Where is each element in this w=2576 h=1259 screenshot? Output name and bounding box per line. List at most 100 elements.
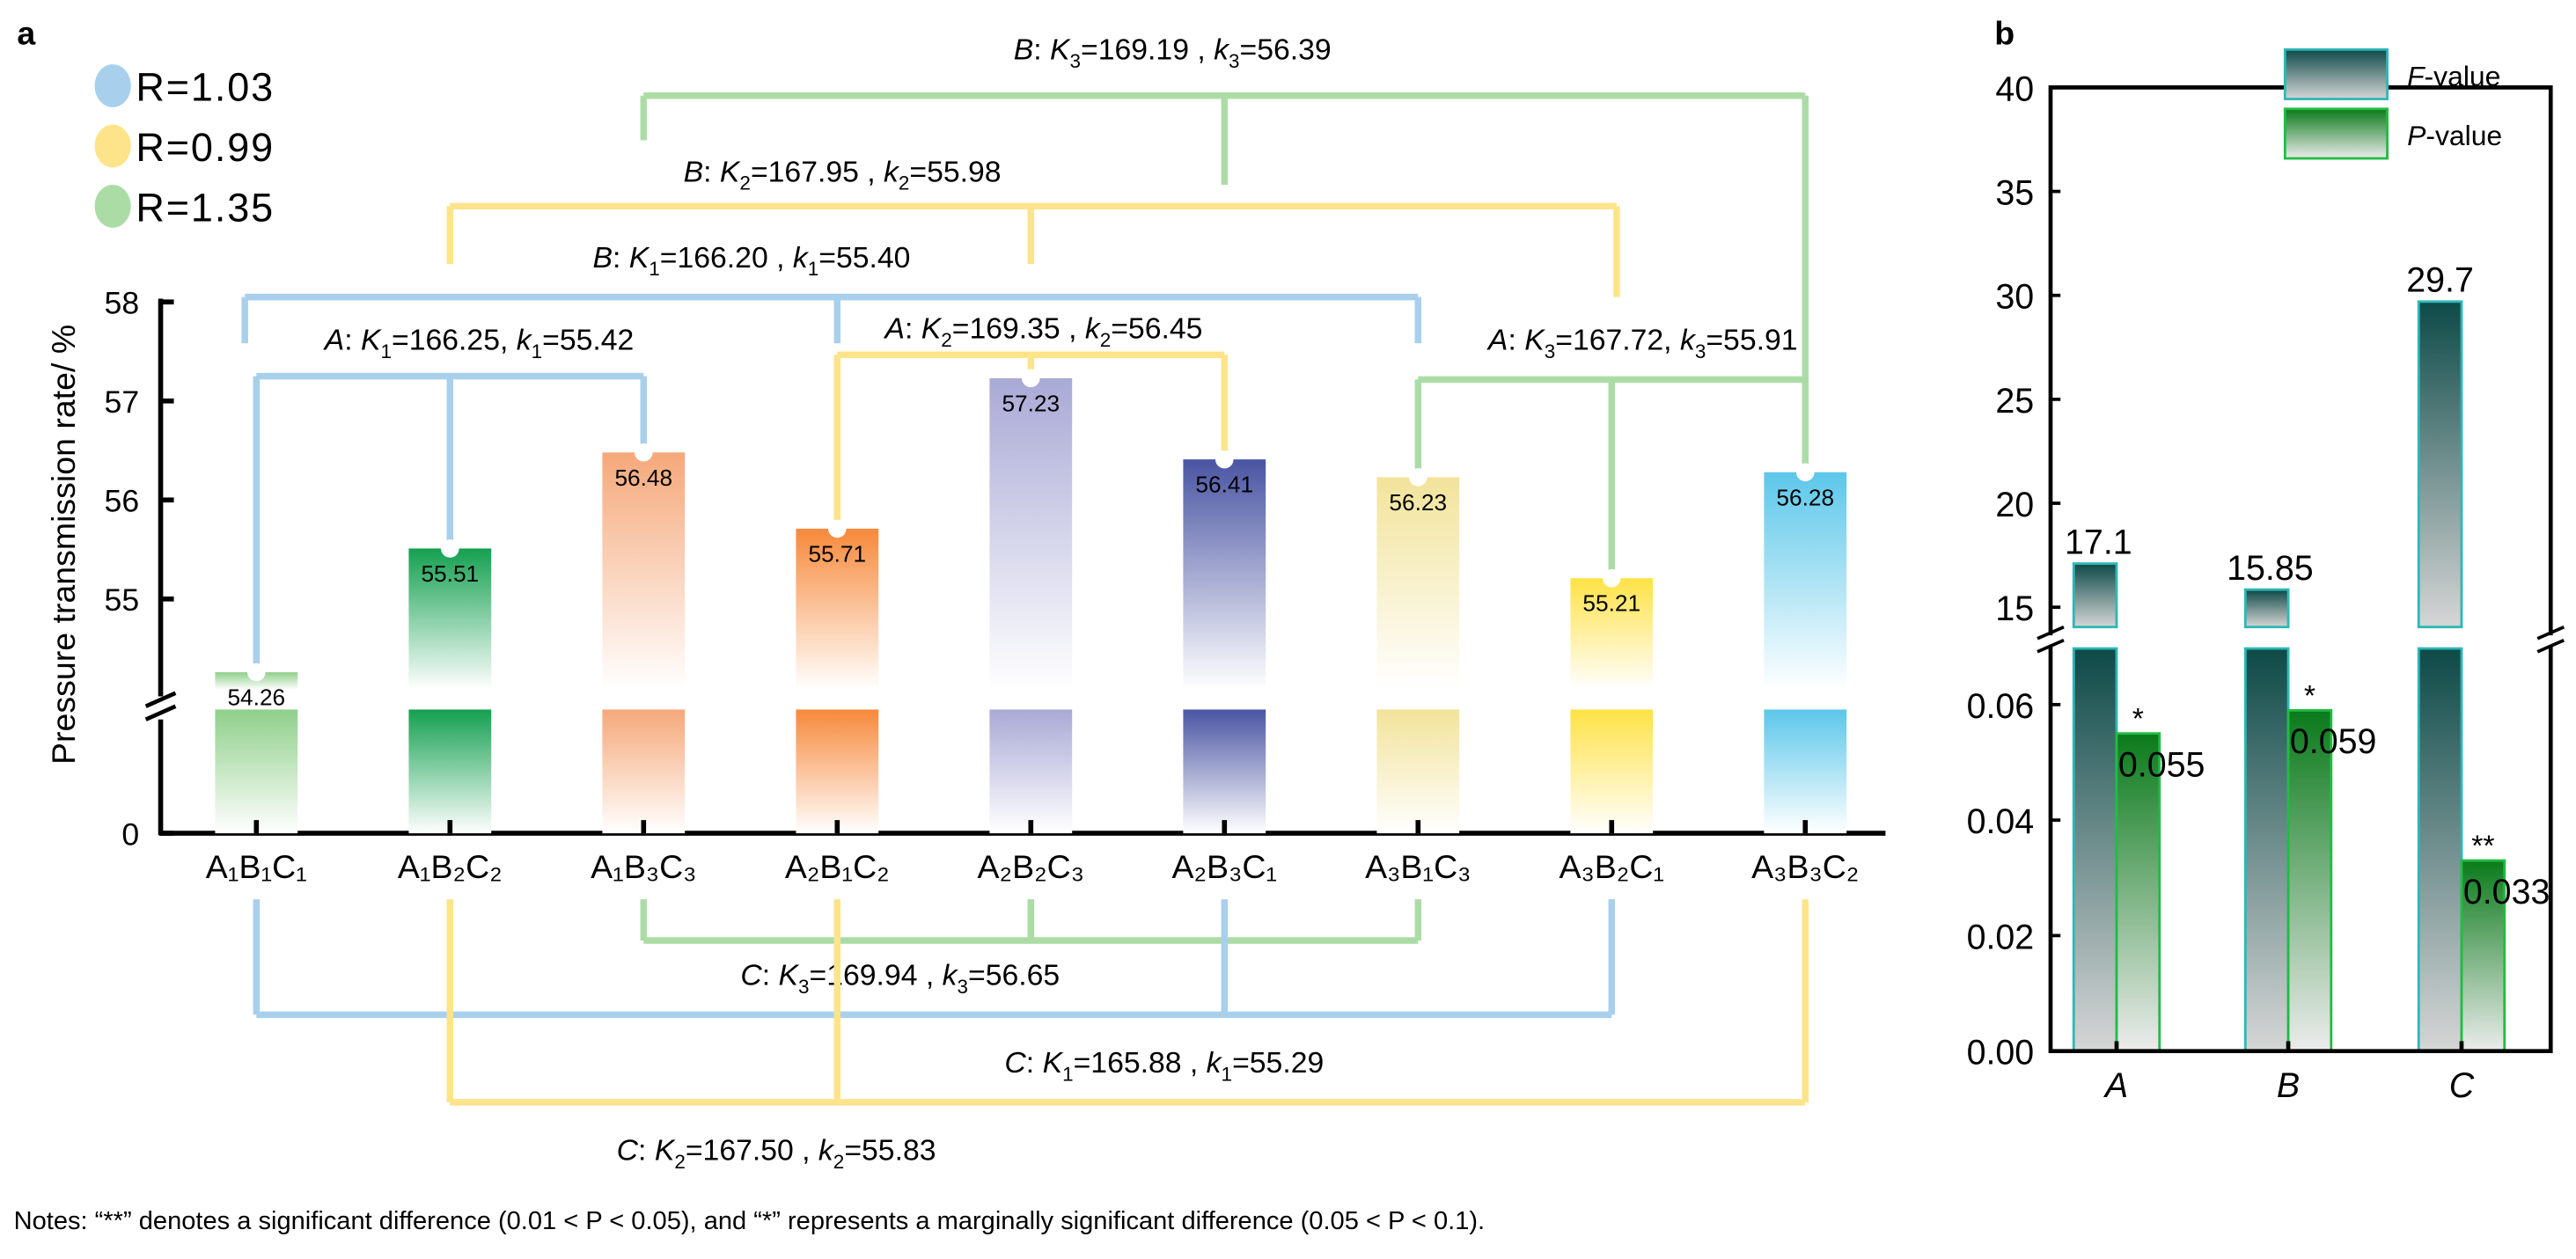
y-tick-label-lower: 0.02 <box>1967 918 2035 956</box>
bracket-label-part: k <box>1085 311 1102 345</box>
bracket-label-part: K <box>361 324 382 357</box>
bracket-label-part: B <box>1014 33 1034 67</box>
panel-a-chart: R=1.03 R=0.99 R=1.35 58 57 56 55 0 54.26 A₁B₁C₁ 55… <box>94 33 1886 1173</box>
bracket-label-part: K <box>1524 324 1545 357</box>
bracket-label-part: k <box>943 959 959 992</box>
y-tick-label-upper: 40 <box>1995 70 2034 108</box>
y-tick-label-upper: 15 <box>1995 589 2034 628</box>
y-tick-label-upper: 20 <box>1995 486 2034 524</box>
f-value-bar-lower <box>2072 647 2118 1053</box>
bracket-label: A: K1=166.25, k1=55.42 <box>323 324 635 362</box>
bar-notch <box>440 539 459 558</box>
axis-break-mark <box>2536 625 2565 640</box>
bar-value-label: 54.26 <box>227 684 285 711</box>
bar-lower <box>989 709 1073 834</box>
bracket-label-part: 1 <box>1062 1063 1074 1085</box>
bracket-label-part: 1 <box>808 258 819 280</box>
bracket-label-part: =169.19 , <box>1081 33 1214 67</box>
y-tick-label-lower: 0.04 <box>1967 802 2035 841</box>
bar-upper <box>989 377 1073 690</box>
bracket-label-part: =55.91 <box>1706 324 1797 357</box>
bracket-label-part: =166.20 , <box>660 241 793 274</box>
bracket-label-part: 3 <box>957 976 968 998</box>
f-value-bar-upper <box>2072 562 2118 629</box>
y-tick-label-upper: 30 <box>1995 278 2034 317</box>
bar-upper <box>1570 578 1654 690</box>
bar-lower <box>796 709 879 834</box>
axis-break-mark <box>2536 638 2565 654</box>
f-value-bar-lower <box>2243 647 2290 1053</box>
bar-notch <box>247 662 266 682</box>
bracket-label-part: C <box>1004 1046 1026 1080</box>
bracket-label-part: 1 <box>1222 1063 1233 1085</box>
bracket-label-part: A <box>1486 324 1508 357</box>
p-value-bar <box>2286 708 2333 1053</box>
bracket-label-part: : <box>638 1133 655 1167</box>
p-value-label: 0.059 <box>2290 722 2377 761</box>
bar-upper <box>1764 472 1847 690</box>
bar-notch <box>634 443 653 462</box>
bracket-label-part: : <box>905 311 921 345</box>
p-value-bar <box>2460 859 2506 1053</box>
y-tick-label: 58 <box>105 285 140 320</box>
bar-notch <box>1795 463 1815 482</box>
x-tick-label: A₃B₂C₁ <box>1559 848 1664 885</box>
f-value-label: 15.85 <box>2227 549 2314 588</box>
f-value-bar-lower <box>2417 647 2463 1053</box>
legend-label: F-value <box>2407 61 2500 92</box>
bracket-label-part: =55.83 <box>844 1133 936 1167</box>
bar-lower <box>408 709 492 834</box>
bracket-label-part: =55.42 <box>542 324 634 357</box>
bracket-label-part: 1 <box>381 340 393 362</box>
x-tick-label: A₂B₁C₂ <box>785 848 890 885</box>
significance-mark: * <box>2304 679 2315 713</box>
bar-lower <box>1376 709 1460 834</box>
legend-swatch <box>2283 48 2389 100</box>
legend-label-rest: -value <box>2425 61 2501 92</box>
bar-lower <box>215 709 298 834</box>
bracket-label-part: 3 <box>1695 340 1706 362</box>
f-value-label: 17.1 <box>2065 523 2132 561</box>
bracket-B-2: B: K2=167.95 , k2=55.98 <box>446 155 1620 297</box>
bracket-label-part: =169.35 , <box>952 311 1085 345</box>
bracket-label-part: =169.94 , <box>810 959 943 992</box>
panel-label-a: a <box>17 15 36 52</box>
bracket-label: A: K2=169.35 , k2=56.45 <box>883 311 1202 350</box>
y-tick-label-upper: 25 <box>1995 382 2034 421</box>
x-tick-label: A <box>2103 1066 2128 1105</box>
y-tick-label: 0 <box>121 816 139 852</box>
bracket-label-part: k <box>793 241 810 274</box>
x-tick-label: B <box>2277 1066 2300 1105</box>
bracket-label: C: K3=169.94 , k3=56.65 <box>740 959 1060 998</box>
bracket-label-part: k <box>1680 324 1697 357</box>
bar-lower <box>1764 709 1847 834</box>
legend-label-italic: P <box>2407 120 2426 151</box>
bracket-label-part: 3 <box>1070 50 1082 72</box>
bracket-label: C: K2=167.50 , k2=55.83 <box>617 1133 936 1172</box>
bar-notch <box>1021 369 1040 388</box>
bracket-label-part: A <box>883 311 905 345</box>
bracket-label-part: C <box>740 959 762 992</box>
bracket-label-part: 3 <box>1229 50 1240 72</box>
bracket-label-part: =167.50 , <box>686 1133 818 1167</box>
x-tick-label: A₃B₁C₃ <box>1365 848 1471 885</box>
bar-upper <box>796 528 879 690</box>
bracket-label-part: k <box>1214 33 1230 67</box>
bar-notch <box>1215 450 1234 469</box>
legend-swatch <box>2283 107 2389 160</box>
bar-value-label: 56.41 <box>1195 472 1253 498</box>
significance-mark: * <box>2132 702 2144 736</box>
legend-dot <box>94 185 131 228</box>
legend-label: R=0.99 <box>136 125 275 170</box>
bracket-C-2: C: K2=167.50 , k2=55.83 <box>446 899 1809 1173</box>
bracket-label-part: 2 <box>739 172 751 194</box>
axis-break-mark <box>2037 625 2065 640</box>
y-tick-label-lower: 0.06 <box>1967 687 2035 726</box>
x-tick-label: A₃B₃C₂ <box>1751 848 1859 885</box>
bracket-label-part: k <box>1207 1046 1223 1080</box>
bracket-label-part: =55.98 <box>909 155 1001 188</box>
y-tick-label: 56 <box>105 483 140 518</box>
legend-dot <box>94 124 131 168</box>
bracket-label-part: 3 <box>1545 340 1556 362</box>
